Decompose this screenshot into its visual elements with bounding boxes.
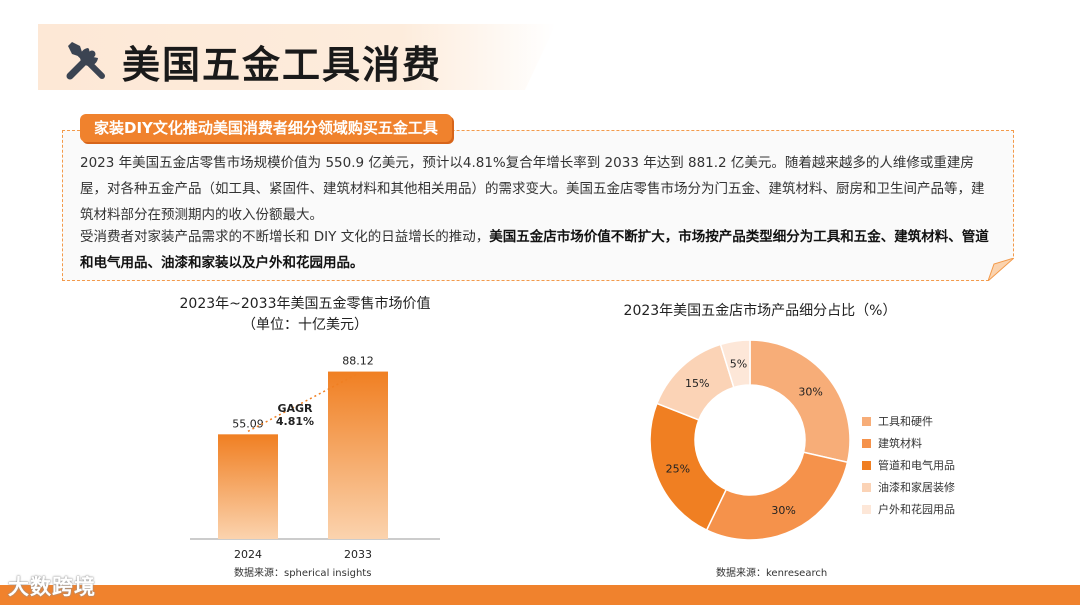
paragraph-1: 2023 年美国五金店零售市场规模价值为 550.9 亿美元，预计以4.81%复…	[80, 150, 994, 228]
bar-2024	[218, 434, 278, 539]
pie-legend: 工具和硬件建筑材料管道和电气用品 油漆和家居装修 户外和花园用品	[862, 410, 955, 520]
bar-chart-title-main: 2023年~2033年美国五金零售市场价值	[150, 294, 460, 315]
legend-item: 户外和花园用品	[862, 498, 955, 520]
pie-value-label: 30%	[771, 504, 795, 517]
bar-value-label: 88.12	[342, 355, 374, 368]
legend-label: 工具和硬件	[878, 413, 933, 429]
paragraph-2: 受消费者对家装产品需求的不断增长和 DIY 文化的日益增长的推动，美国五金店市场…	[80, 224, 994, 276]
legend-swatch	[862, 483, 871, 492]
section-label: 家装DIY文化推动美国消费者细分领域购买五金工具	[80, 114, 452, 142]
legend-swatch	[862, 461, 871, 470]
pie-value-label: 25%	[666, 462, 690, 475]
footer-bar	[0, 585, 1080, 605]
legend-label: 油漆和家居装修	[878, 479, 955, 495]
bar-category-label: 2024	[234, 548, 262, 561]
pie-slice-0	[750, 340, 850, 462]
cagr-label: GAGR	[277, 402, 313, 415]
pie-chart: 30% 30% 25% 15% 5%	[640, 330, 860, 550]
pie-value-label: 5%	[730, 357, 747, 370]
legend-item: 工具和硬件	[862, 410, 955, 432]
legend-item: 油漆和家居装修	[862, 476, 955, 498]
legend-swatch	[862, 505, 871, 514]
pie-value-label: 15%	[685, 377, 709, 390]
brand-name: 大数跨境	[8, 575, 96, 599]
bar-chart-source: 数据来源：spherical insights	[234, 564, 371, 579]
tools-icon	[62, 36, 110, 84]
bar-value-label: 55.09	[232, 417, 264, 430]
pie-slice-1	[707, 452, 848, 540]
bar-chart-unit: （单位：十亿美元）	[150, 315, 460, 336]
bar-chart-title: 2023年~2033年美国五金零售市场价值 （单位：十亿美元）	[150, 294, 460, 336]
legend-item: 管道和电气用品	[862, 454, 955, 476]
legend-label: 户外和花园用品	[878, 501, 955, 517]
bar-category-label: 2033	[344, 548, 372, 561]
cagr-value: 4.81%	[276, 415, 314, 428]
pie-chart-title: 2023年美国五金店市场产品细分占比（%）	[580, 300, 940, 320]
pie-chart-source: 数据来源：kenresearch	[716, 564, 827, 579]
legend-label: 建筑材料	[878, 435, 922, 451]
brand-logo: 大数跨境	[8, 571, 96, 601]
pie-value-label: 30%	[798, 386, 822, 399]
legend-item: 建筑材料	[862, 432, 955, 454]
bar-2033	[328, 372, 388, 539]
legend-swatch	[862, 439, 871, 448]
paragraph-2-normal: 受消费者对家装产品需求的不断增长和 DIY 文化的日益增长的推动，	[80, 229, 489, 245]
page-title: 美国五金工具消费	[122, 34, 442, 89]
legend-swatch	[862, 417, 871, 426]
legend-label: 管道和电气用品	[878, 457, 955, 473]
